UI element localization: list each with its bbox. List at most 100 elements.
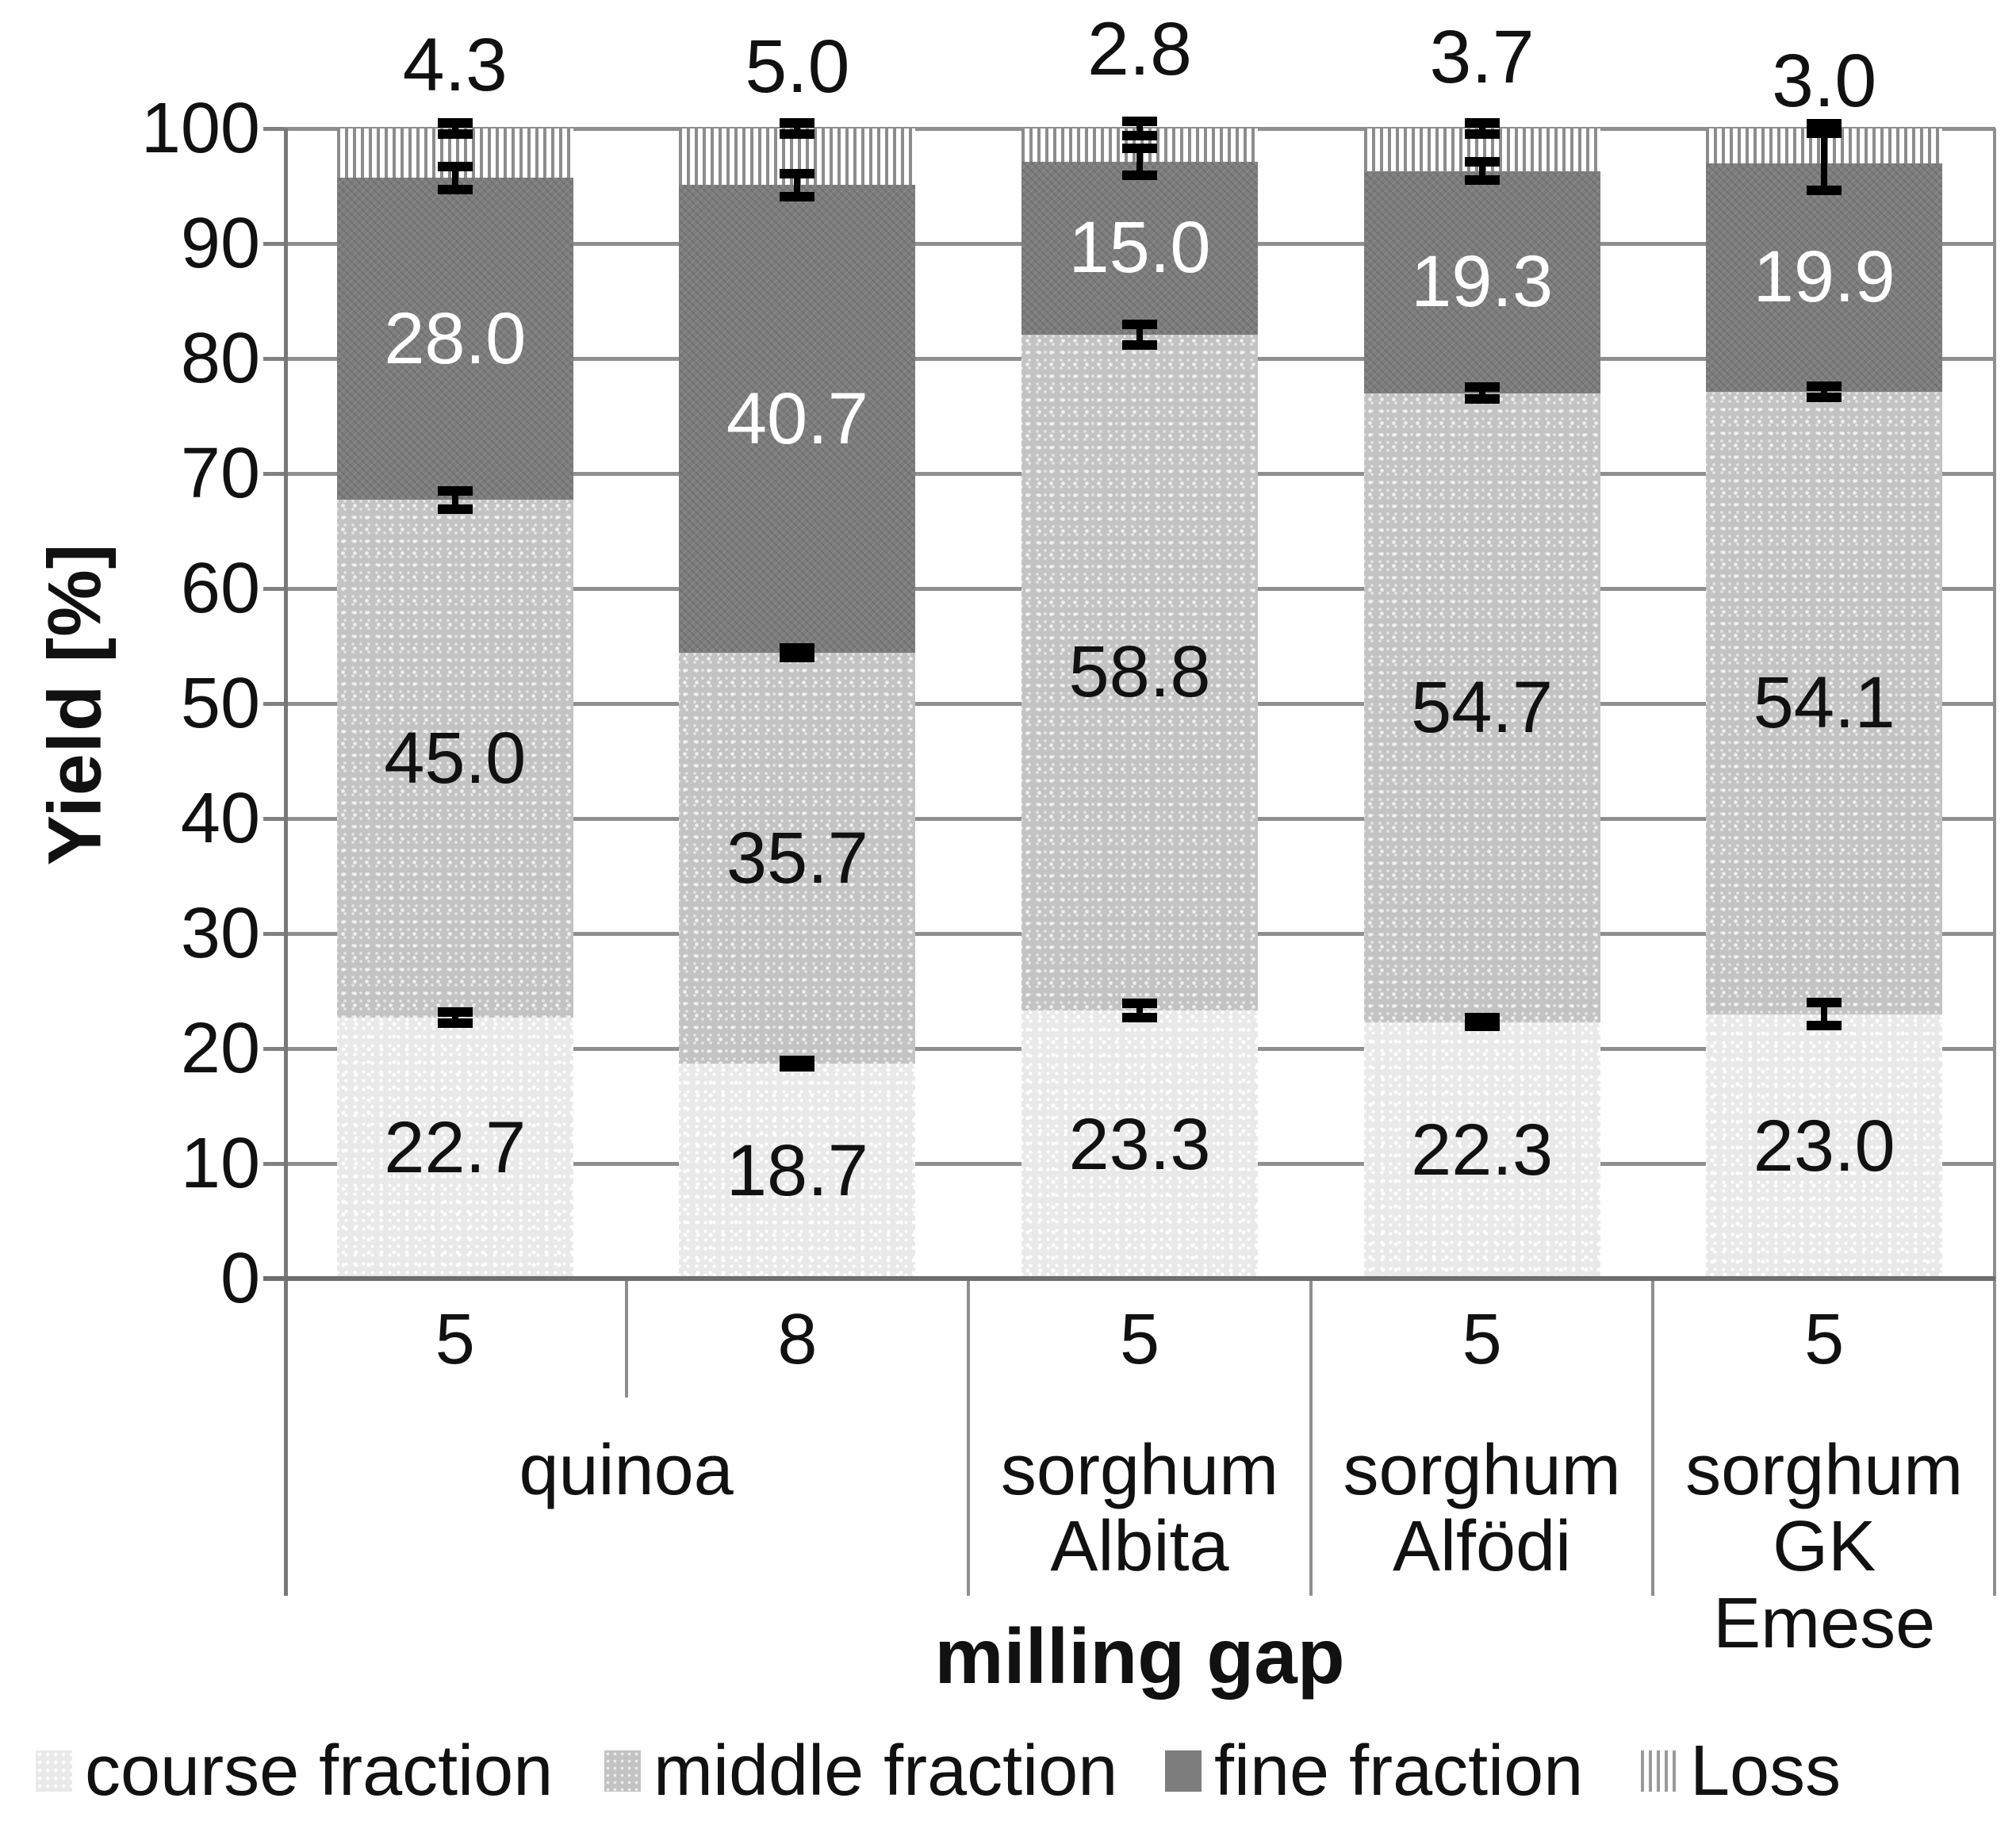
segment-value-label: 58.8	[1068, 631, 1211, 713]
error-bar-cap	[437, 161, 473, 171]
error-bar-cap	[437, 184, 473, 194]
error-bar-cap	[1464, 393, 1500, 404]
group-label-quinoa: quinoa	[519, 1431, 734, 1510]
legend-item-fine-fraction: fine fraction	[1165, 1731, 1583, 1811]
y-axis-tick	[263, 817, 284, 821]
error-bar-cap	[780, 117, 815, 128]
error-bar-cap	[1464, 1012, 1500, 1022]
error-bar-cap	[1807, 186, 1842, 196]
error-bar-cap	[437, 1006, 473, 1017]
error-bar	[1464, 117, 1500, 140]
segment-value-label: 54.7	[1411, 666, 1554, 748]
x-axis-line	[263, 1276, 1995, 1281]
group-label-sorghum-albita: sorghum Albita	[1000, 1431, 1279, 1587]
error-bar	[1464, 1012, 1500, 1032]
error-bar-line	[794, 117, 801, 140]
group-divider	[967, 1279, 971, 1596]
bar-segment-course-fraction	[1706, 1014, 1943, 1279]
error-bar-cap	[1122, 171, 1157, 181]
error-bar	[780, 643, 815, 662]
legend-item-loss: Loss	[1641, 1731, 1841, 1811]
segment-value-label: 22.7	[384, 1106, 527, 1188]
bar-segment-fine-fraction	[1021, 162, 1258, 335]
x-axis-title: milling gap	[934, 1612, 1345, 1700]
error-bar	[1122, 143, 1157, 181]
error-bar-cap	[1122, 117, 1157, 127]
error-bar-line	[451, 117, 458, 140]
error-bar-cap	[437, 117, 473, 128]
error-bar-cap	[1122, 130, 1157, 140]
y-tick-label: 10	[180, 1124, 260, 1203]
y-axis-tick	[263, 702, 284, 706]
error-bar-line	[451, 485, 458, 514]
y-tick-label: 50	[180, 664, 260, 743]
stacked-bar: 18.7 35.7 40.7	[679, 128, 916, 1279]
error-bar	[780, 117, 815, 140]
error-bar-line	[451, 1006, 458, 1029]
plot-right-border	[1993, 128, 1996, 1596]
error-bar-cap	[1464, 382, 1500, 393]
error-bar-line	[794, 168, 801, 201]
segment-value-label: 45.0	[384, 718, 527, 799]
legend-item-course-fraction: course fraction	[36, 1731, 553, 1811]
y-tick-label: 40	[180, 779, 260, 858]
stacked-bar: 23.0 54.1 19.9	[1706, 128, 1943, 1279]
error-bar-line	[1136, 999, 1143, 1022]
error-bar-cap	[780, 168, 815, 178]
error-bar	[1807, 381, 1842, 403]
legend-item-middle-fraction: middle fraction	[604, 1731, 1117, 1811]
error-bar-line	[1478, 117, 1485, 140]
error-bar-line	[1821, 381, 1828, 403]
y-tick-label: 90	[180, 204, 260, 283]
error-bar-cap	[1464, 117, 1500, 128]
segment-value-label: 23.0	[1753, 1105, 1895, 1187]
error-bar	[1464, 157, 1500, 186]
group-divider	[1309, 1279, 1313, 1596]
loss-value-label: 2.8	[1087, 7, 1193, 91]
legend-swatch-middle-fraction-icon	[604, 1750, 641, 1792]
stacked-bar: 22.3 54.7 19.3	[1363, 128, 1600, 1279]
y-axis-line	[284, 128, 288, 1596]
error-bar-cap	[1122, 143, 1157, 153]
legend-swatch-loss-icon	[1641, 1750, 1677, 1792]
error-bar-line	[451, 161, 458, 194]
error-bar-cap	[1464, 175, 1500, 186]
bar-segment-course-fraction	[679, 1063, 916, 1279]
error-bar	[1464, 382, 1500, 404]
segment-value-label: 23.3	[1068, 1103, 1211, 1185]
group-label-sorghum-alf-di: sorghum Alfödi	[1343, 1431, 1621, 1587]
group-divider	[1651, 1279, 1655, 1596]
segment-value-label: 54.1	[1753, 661, 1895, 743]
y-axis-tick	[263, 1162, 284, 1166]
error-bar-cap	[437, 504, 473, 514]
error-bar-cap	[437, 485, 473, 496]
y-axis-tick	[263, 472, 284, 476]
loss-value-label: 3.0	[1772, 39, 1877, 123]
legend-label-middle-fraction: middle fraction	[653, 1731, 1118, 1811]
bar-segment-middle-fraction	[1363, 393, 1600, 1022]
error-bar	[437, 1006, 473, 1029]
error-bar	[1122, 999, 1157, 1022]
error-bar-cap	[1807, 128, 1842, 138]
bar-segment-fine-fraction	[1706, 163, 1943, 393]
y-axis-tick	[263, 1047, 284, 1051]
error-bar-cap	[1122, 339, 1157, 350]
error-bar-cap	[1807, 381, 1842, 391]
error-bar-cap	[1122, 1012, 1157, 1022]
segment-value-label: 19.3	[1411, 241, 1554, 323]
bar-segment-middle-fraction	[1021, 334, 1258, 1011]
error-bar-cap	[1464, 157, 1500, 167]
error-bar	[780, 1055, 815, 1072]
bar-segment-middle-fraction	[679, 653, 916, 1064]
error-bar	[437, 117, 473, 140]
error-bar-cap	[437, 129, 473, 140]
error-bar	[437, 485, 473, 514]
error-bar-cap	[1464, 129, 1500, 140]
y-axis-tick	[263, 127, 284, 131]
legend-swatch-fine-fraction-icon	[1165, 1750, 1202, 1792]
loss-value-label: 5.0	[745, 25, 850, 109]
category-divider	[624, 1279, 628, 1398]
y-tick-label: 20	[180, 1009, 260, 1088]
milling-gap-value-label: 5	[1804, 1300, 1845, 1379]
